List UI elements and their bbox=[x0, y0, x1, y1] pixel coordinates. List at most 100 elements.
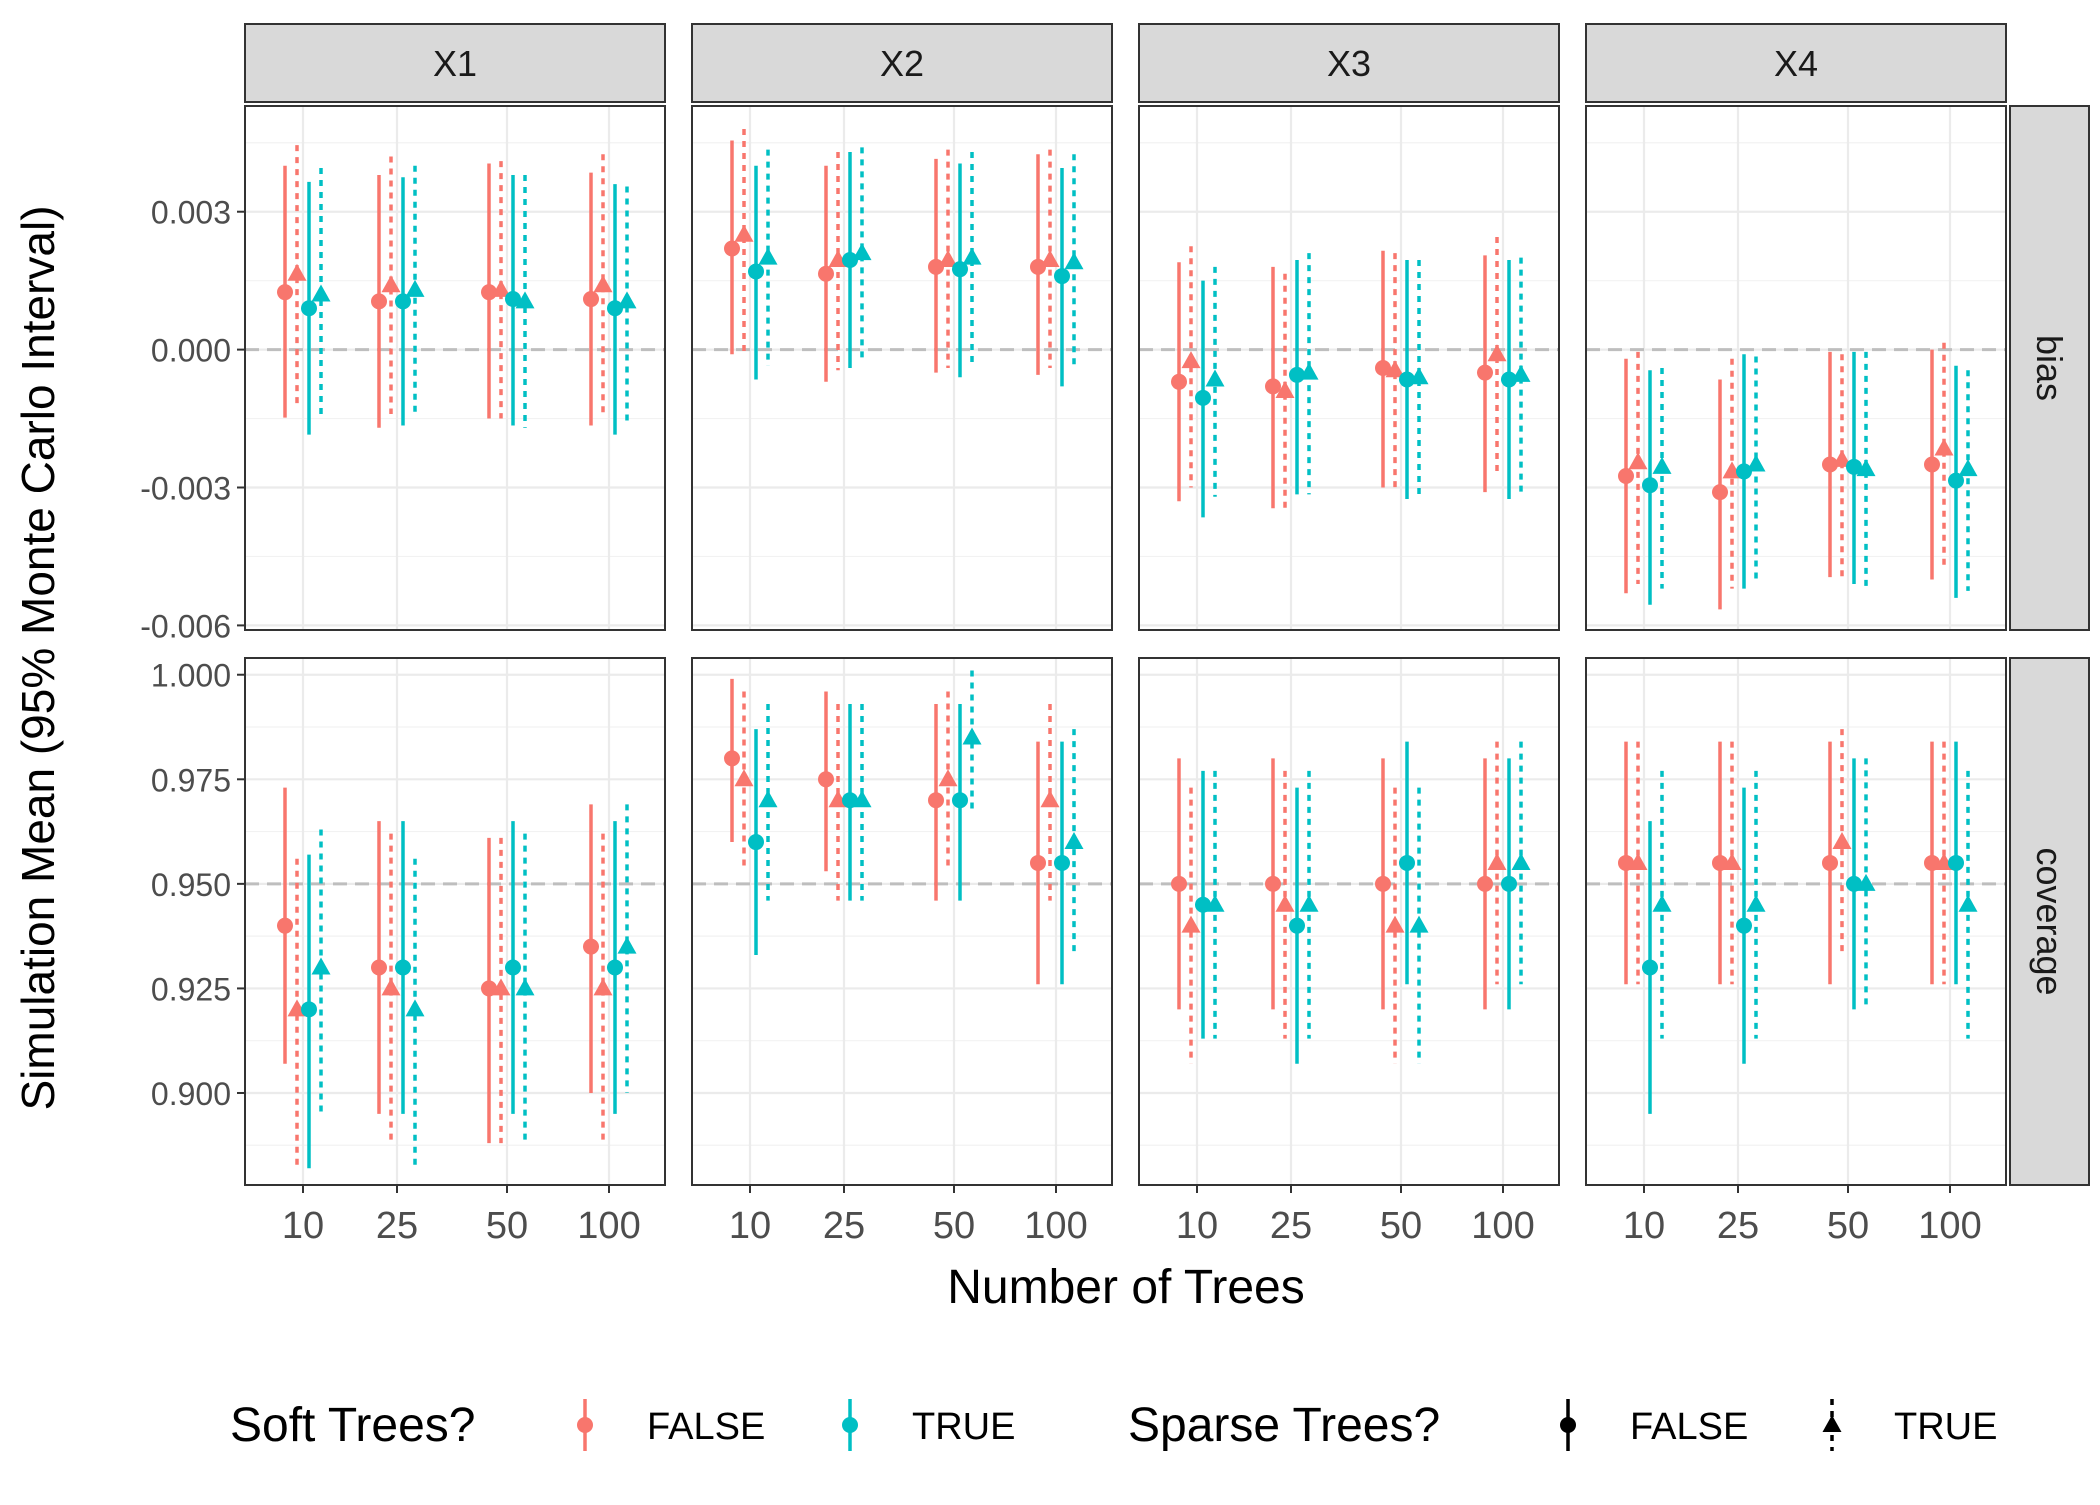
facet-strip-x3 bbox=[1138, 23, 1560, 103]
mean-point bbox=[818, 265, 834, 282]
mean-point bbox=[1205, 894, 1225, 912]
mean-point bbox=[1652, 456, 1672, 474]
mean-point bbox=[852, 243, 872, 261]
legend-label: FALSE bbox=[647, 1406, 765, 1448]
mean-point bbox=[1275, 380, 1295, 398]
y-axis-title: Simulation Mean (95% Monte Carlo Interva… bbox=[12, 205, 64, 1110]
panel-border bbox=[1138, 105, 1560, 631]
mean-point bbox=[1030, 854, 1046, 871]
mean-point bbox=[1501, 371, 1517, 388]
mean-point bbox=[277, 284, 293, 301]
mean-point bbox=[852, 790, 872, 808]
mean-point bbox=[607, 300, 623, 317]
legend-label: FALSE bbox=[1630, 1406, 1748, 1448]
mean-point bbox=[405, 279, 425, 297]
mean-point bbox=[1846, 875, 1862, 892]
panel-background bbox=[692, 106, 1112, 630]
mean-point bbox=[1171, 875, 1187, 892]
mean-point bbox=[371, 959, 387, 976]
panel-background bbox=[1139, 658, 1559, 1185]
legend-title-soft: Soft Trees? bbox=[230, 1399, 475, 1452]
x-tick-label: 50 bbox=[933, 1205, 975, 1247]
mean-point bbox=[1856, 873, 1876, 891]
mean-point bbox=[1181, 351, 1201, 369]
mean-point bbox=[1064, 832, 1084, 850]
mean-point bbox=[1511, 364, 1531, 382]
legend-key-point bbox=[577, 1417, 593, 1433]
legend-key-point bbox=[842, 1417, 858, 1433]
mean-point bbox=[1375, 360, 1391, 376]
facet-strip-bias bbox=[2009, 105, 2090, 631]
mean-point bbox=[962, 727, 982, 745]
mean-point bbox=[724, 240, 740, 257]
mean-point bbox=[1385, 915, 1405, 933]
y-tick-label: 0.900 bbox=[151, 1076, 231, 1112]
mean-point bbox=[1642, 477, 1658, 494]
mean-point bbox=[1618, 854, 1634, 871]
mean-point bbox=[1477, 364, 1493, 381]
mean-point bbox=[381, 978, 401, 996]
mean-point bbox=[1856, 459, 1876, 477]
mean-point bbox=[952, 261, 968, 278]
mean-point bbox=[1628, 452, 1648, 470]
mean-point bbox=[1487, 344, 1507, 362]
mean-point bbox=[938, 769, 958, 787]
panel-background bbox=[1586, 658, 2006, 1185]
mean-point bbox=[1399, 854, 1415, 871]
mean-point bbox=[962, 247, 982, 265]
legend-key-point bbox=[1560, 1417, 1576, 1433]
x-tick-label: 25 bbox=[1270, 1205, 1312, 1247]
mean-point bbox=[593, 275, 613, 293]
panel-border bbox=[1585, 105, 2007, 631]
mean-point bbox=[381, 275, 401, 293]
facet-strip-label: X1 bbox=[433, 43, 477, 84]
mean-point bbox=[842, 251, 858, 268]
mean-point bbox=[1958, 459, 1978, 477]
y-tick-label: 0.000 bbox=[151, 333, 231, 369]
mean-point bbox=[481, 980, 497, 997]
mean-point bbox=[1054, 854, 1070, 871]
y-tick-label: -0.003 bbox=[140, 471, 231, 507]
mean-point bbox=[1195, 896, 1211, 913]
x-tick-label: 25 bbox=[823, 1205, 865, 1247]
mean-point bbox=[1487, 852, 1507, 870]
mean-point bbox=[505, 959, 521, 976]
mean-point bbox=[1958, 894, 1978, 912]
facet-strip-x4 bbox=[1585, 23, 2007, 103]
mean-point bbox=[818, 771, 834, 788]
mean-point bbox=[515, 291, 535, 309]
mean-point bbox=[1618, 468, 1634, 485]
panel-background bbox=[1586, 106, 2006, 630]
panel-border bbox=[244, 105, 666, 631]
mean-point bbox=[1385, 360, 1405, 378]
legend-label: TRUE bbox=[912, 1406, 1015, 1448]
legend-title-sparse: Sparse Trees? bbox=[1128, 1399, 1440, 1452]
panel-background bbox=[245, 658, 665, 1185]
mean-point bbox=[758, 247, 778, 265]
panel-border bbox=[244, 657, 666, 1186]
mean-point bbox=[617, 936, 637, 954]
legend-key-point bbox=[1822, 1415, 1842, 1432]
facet-strip-label: X2 bbox=[880, 43, 924, 84]
mean-point bbox=[1948, 854, 1964, 871]
mean-point bbox=[1195, 389, 1211, 406]
mean-point bbox=[748, 834, 764, 851]
x-tick-label: 100 bbox=[1024, 1205, 1087, 1247]
y-tick-label: 1.000 bbox=[151, 658, 231, 694]
mean-point bbox=[952, 792, 968, 809]
mean-point bbox=[734, 224, 754, 242]
y-tick-label: 0.975 bbox=[151, 762, 231, 798]
mean-point bbox=[1628, 852, 1648, 870]
mean-point bbox=[505, 291, 521, 308]
mean-point bbox=[1064, 252, 1084, 270]
mean-point bbox=[583, 938, 599, 955]
mean-point bbox=[1642, 959, 1658, 976]
x-tick-label: 10 bbox=[729, 1205, 771, 1247]
mean-point bbox=[1934, 438, 1954, 456]
mean-point bbox=[1832, 832, 1852, 850]
mean-point bbox=[311, 284, 331, 302]
mean-point bbox=[1265, 378, 1281, 395]
mean-point bbox=[491, 279, 511, 297]
mean-point bbox=[1501, 875, 1517, 892]
